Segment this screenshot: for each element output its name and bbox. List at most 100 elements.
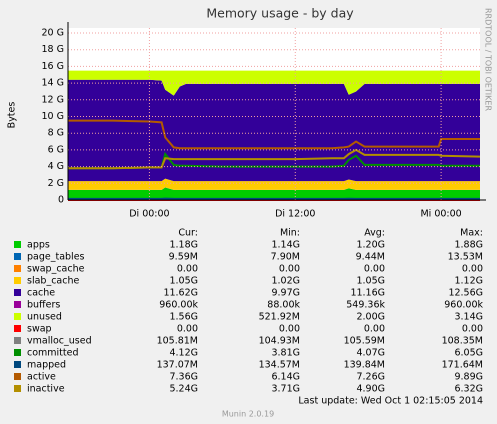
legend-stat: 7.90M xyxy=(271,252,300,263)
legend-stat: 521.92M xyxy=(259,312,300,323)
legend-swatch xyxy=(14,301,21,308)
legend-stat: 13.53M xyxy=(448,252,483,263)
legend-stat: 4.12G xyxy=(169,348,198,359)
y-tick-label: 6 G xyxy=(48,144,64,155)
legend-swatch xyxy=(14,277,21,284)
legend-swatch xyxy=(14,373,21,380)
legend-stat: 171.64M xyxy=(442,360,483,371)
legend-stat: 9.97G xyxy=(271,288,300,299)
legend-label: inactive xyxy=(27,384,65,395)
legend-swatch xyxy=(14,385,21,392)
legend-stat: 6.05G xyxy=(454,348,483,359)
legend-stat: 4.90G xyxy=(356,384,385,395)
legend-stat: 960.00k xyxy=(444,300,483,311)
legend-stat: 0.00 xyxy=(462,264,483,275)
y-tick-label: 16 G xyxy=(42,61,64,72)
legend-stat: 9.44M xyxy=(356,252,385,263)
legend-label: buffers xyxy=(27,300,60,311)
legend-stat: 104.93M xyxy=(259,336,300,347)
legend-swatch xyxy=(14,253,21,260)
legend-stat: 7.36G xyxy=(169,372,198,383)
legend-stat: 5.24G xyxy=(169,384,198,395)
legend-stat: 1.18G xyxy=(169,240,198,251)
legend-stat: 1.88G xyxy=(454,240,483,251)
legend-swatch xyxy=(14,361,21,368)
legend-swatch xyxy=(14,241,21,248)
line xyxy=(68,148,481,170)
legend-label: swap xyxy=(27,324,52,335)
legend-stat: 9.89G xyxy=(454,372,483,383)
legend-stat: 0.00 xyxy=(364,264,385,275)
legend-stat: 3.81G xyxy=(271,348,300,359)
area xyxy=(68,70,480,96)
legend-label: active xyxy=(27,372,56,383)
legend-stat: 0.00 xyxy=(177,324,198,335)
legend-swatch xyxy=(14,313,21,320)
y-tick-label: 8 G xyxy=(48,128,64,139)
legend-label: slab_cache xyxy=(27,276,79,287)
legend-stat: 6.32G xyxy=(454,384,483,395)
chart-title: Memory usage - by day xyxy=(206,6,354,21)
legend-stat: 1.02G xyxy=(271,276,300,287)
stat-header: Min: xyxy=(280,228,300,239)
legend-stat: 0.00 xyxy=(279,264,300,275)
credit: RRDTOOL / TOBI OETIKER xyxy=(484,8,493,111)
legend-stat: 0.00 xyxy=(364,324,385,335)
legend-stat: 105.81M xyxy=(157,336,198,347)
x-tick-label: Mi 00:00 xyxy=(420,209,461,220)
legend-stat: 0.00 xyxy=(279,324,300,335)
legend-stat: 549.36k xyxy=(346,300,385,311)
legend-stat: 1.05G xyxy=(169,276,198,287)
y-tick-label: 4 G xyxy=(48,161,64,172)
y-tick-label: 14 G xyxy=(42,78,64,89)
legend-stat: 11.62G xyxy=(163,288,198,299)
legend-swatch xyxy=(14,265,21,272)
legend-stat: 1.56G xyxy=(169,312,198,323)
legend-stat: 1.14G xyxy=(271,240,300,251)
legend-label: vmalloc_used xyxy=(27,336,92,347)
legend-label: cache xyxy=(27,288,55,299)
legend-stat: 3.14G xyxy=(454,312,483,323)
legend-stat: 105.59M xyxy=(344,336,385,347)
area xyxy=(68,187,480,200)
y-axis-label: Bytes xyxy=(7,102,18,129)
stat-header: Avg: xyxy=(364,228,385,239)
y-tick-label: 10 G xyxy=(42,111,64,122)
legend-stat: 88.00k xyxy=(267,300,300,311)
legend-stat: 7.26G xyxy=(356,372,385,383)
legend-stat: 1.12G xyxy=(454,276,483,287)
y-tick-label: 2 G xyxy=(48,178,64,189)
legend-swatch xyxy=(14,289,21,296)
legend-stat: 108.35M xyxy=(442,336,483,347)
legend-label: apps xyxy=(27,240,50,251)
legend-stat: 4.07G xyxy=(356,348,385,359)
legend-stat: 0.00 xyxy=(177,264,198,275)
legend-swatch xyxy=(14,349,21,356)
last-update: Last update: Wed Oct 1 02:15:05 2014 xyxy=(298,396,483,407)
legend-stat: 9.59M xyxy=(169,252,198,263)
x-tick-label: Di 00:00 xyxy=(129,209,169,220)
y-tick-label: 0 xyxy=(58,195,64,206)
legend-stat: 0.00 xyxy=(462,324,483,335)
legend-label: mapped xyxy=(27,360,66,371)
legend-swatch xyxy=(14,325,21,332)
legend-stat: 1.05G xyxy=(356,276,385,287)
legend-stat: 1.20G xyxy=(356,240,385,251)
legend-stat: 137.07M xyxy=(157,360,198,371)
legend-stat: 139.84M xyxy=(344,360,385,371)
legend-stat: 3.71G xyxy=(271,384,300,395)
x-tick-label: Di 12:00 xyxy=(275,209,315,220)
legend-stat: 6.14G xyxy=(271,372,300,383)
stat-header: Max: xyxy=(460,228,483,239)
legend-label: committed xyxy=(27,348,79,359)
stat-header: Cur: xyxy=(178,228,198,239)
legend-stat: 134.57M xyxy=(259,360,300,371)
legend-label: unused xyxy=(27,312,62,323)
y-tick-label: 12 G xyxy=(42,94,64,105)
legend-label: page_tables xyxy=(27,252,85,263)
legend-stat: 960.00k xyxy=(159,300,198,311)
legend-stat: 11.16G xyxy=(350,288,385,299)
legend-stat: 12.56G xyxy=(448,288,483,299)
y-tick-label: 20 G xyxy=(42,28,64,39)
